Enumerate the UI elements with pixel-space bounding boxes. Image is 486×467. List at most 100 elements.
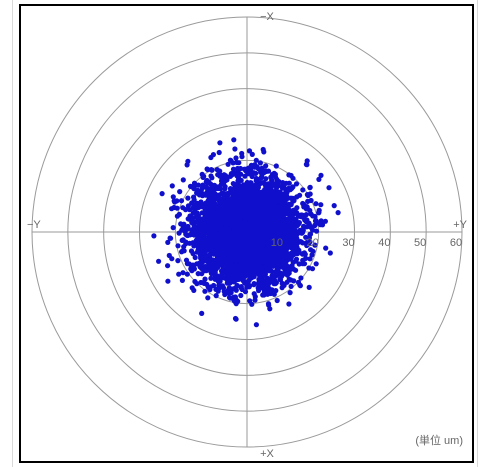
data-point bbox=[201, 268, 207, 274]
data-point bbox=[217, 278, 223, 284]
data-point bbox=[216, 282, 222, 289]
data-point bbox=[289, 224, 295, 230]
data-point bbox=[211, 213, 217, 219]
data-point bbox=[259, 165, 265, 171]
data-point bbox=[251, 247, 257, 253]
data-point bbox=[283, 231, 289, 237]
data-point bbox=[279, 285, 285, 291]
data-point bbox=[202, 288, 208, 294]
data-point bbox=[269, 276, 275, 282]
data-point bbox=[193, 214, 200, 220]
data-point bbox=[287, 290, 293, 296]
data-point bbox=[294, 236, 300, 242]
data-point bbox=[206, 261, 212, 267]
data-point bbox=[201, 173, 207, 179]
data-point bbox=[279, 263, 285, 269]
data-point bbox=[245, 271, 251, 277]
data-point bbox=[190, 240, 196, 246]
data-point bbox=[225, 239, 231, 245]
data-point bbox=[208, 209, 214, 215]
tick-label-60: 60 bbox=[450, 237, 462, 249]
data-point bbox=[178, 221, 184, 227]
data-point bbox=[249, 301, 255, 307]
data-point bbox=[335, 210, 341, 216]
data-point bbox=[286, 172, 292, 178]
data-point bbox=[322, 218, 328, 224]
data-point bbox=[319, 222, 326, 228]
data-point bbox=[273, 268, 280, 274]
data-point bbox=[232, 232, 238, 238]
data-point bbox=[183, 241, 189, 247]
data-point bbox=[233, 155, 239, 161]
tick-label-20: 20 bbox=[307, 237, 319, 249]
data-point bbox=[166, 252, 172, 259]
data-point bbox=[259, 265, 265, 271]
data-point bbox=[266, 249, 272, 256]
data-point bbox=[238, 267, 244, 273]
data-point bbox=[326, 185, 332, 191]
data-point bbox=[230, 181, 236, 187]
data-point bbox=[202, 276, 208, 282]
data-point bbox=[277, 277, 284, 283]
data-point bbox=[230, 166, 237, 172]
data-point bbox=[276, 179, 282, 185]
data-point bbox=[198, 199, 204, 205]
data-point bbox=[199, 310, 205, 316]
data-point bbox=[263, 192, 269, 198]
data-point bbox=[238, 209, 244, 215]
data-point bbox=[199, 221, 205, 227]
data-point bbox=[183, 207, 189, 213]
data-point bbox=[280, 221, 286, 227]
data-point bbox=[237, 241, 243, 248]
data-point bbox=[228, 260, 234, 266]
data-point bbox=[295, 249, 301, 255]
data-point bbox=[237, 251, 243, 257]
data-point bbox=[198, 279, 204, 286]
data-point bbox=[208, 173, 214, 179]
data-point bbox=[159, 191, 165, 197]
data-point bbox=[245, 229, 251, 235]
data-point bbox=[251, 282, 257, 288]
data-point bbox=[211, 244, 217, 250]
data-point bbox=[280, 243, 286, 249]
data-point bbox=[294, 194, 300, 200]
data-point bbox=[284, 196, 290, 202]
data-point bbox=[187, 232, 193, 238]
data-point bbox=[241, 244, 248, 250]
data-point bbox=[262, 188, 268, 194]
data-point bbox=[204, 190, 210, 196]
data-point bbox=[303, 206, 309, 212]
data-point bbox=[288, 283, 294, 289]
plot-frame: 10 20 30 40 50 60 −X +X −Y +Y (単位 um) bbox=[19, 4, 474, 463]
data-point bbox=[259, 174, 265, 180]
polar-scatter-chart: 10 20 30 40 50 60 −X +X −Y +Y (単位 um) bbox=[27, 11, 468, 460]
data-point bbox=[291, 198, 297, 204]
data-point bbox=[307, 256, 313, 262]
data-point bbox=[237, 165, 244, 172]
data-point bbox=[204, 185, 210, 191]
data-point bbox=[273, 194, 279, 200]
data-point bbox=[236, 276, 242, 282]
data-point bbox=[305, 198, 311, 204]
data-point bbox=[273, 288, 279, 294]
left-panel-edge bbox=[0, 0, 13, 467]
data-point bbox=[217, 256, 223, 262]
data-point bbox=[289, 245, 296, 251]
data-point bbox=[210, 152, 216, 158]
data-point bbox=[221, 172, 227, 178]
data-point bbox=[306, 284, 312, 290]
data-point bbox=[219, 212, 225, 218]
data-point bbox=[207, 233, 213, 240]
data-point bbox=[231, 137, 237, 143]
data-point bbox=[298, 214, 304, 220]
data-point bbox=[300, 200, 306, 207]
data-point bbox=[312, 242, 318, 248]
data-point bbox=[216, 149, 222, 156]
data-point bbox=[291, 278, 297, 284]
data-point bbox=[213, 217, 219, 223]
data-point bbox=[259, 285, 265, 291]
data-point bbox=[209, 167, 215, 173]
data-point bbox=[300, 187, 306, 193]
data-point bbox=[284, 189, 290, 195]
data-point bbox=[290, 175, 296, 181]
